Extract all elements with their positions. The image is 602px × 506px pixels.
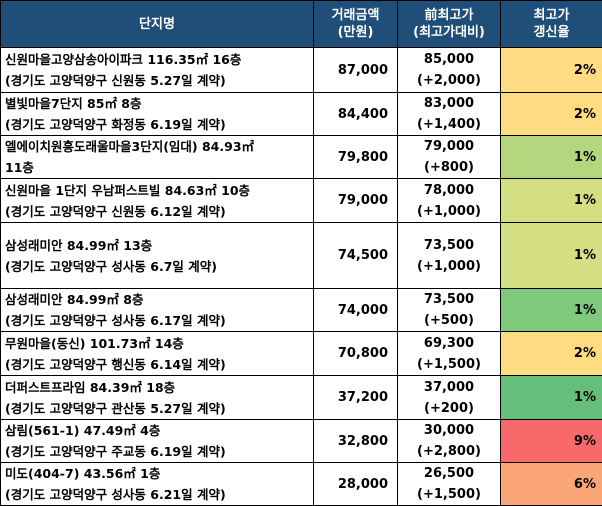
renewal-rate: 2% [501,48,602,93]
complex-name: 무원마을(동신) 101.73㎡ 14층 [5,333,313,354]
complex-name-cell: 삼성래미안 84.99㎡ 8층(경기도 고양덕양구 성사동 6.17일 계약) [1,289,314,332]
complex-location: (경기도 고양덕양구 성사동 6.21일 계약) [5,484,313,505]
renewal-rate: 6% [501,463,602,506]
trade-price: 28,000 [314,463,398,506]
complex-location: (경기도 고양덕양구 관산동 5.27일 계약) [5,398,313,419]
complex-name: 더퍼스트프라임 84.39㎡ 18층 [5,377,313,398]
price-difference: (+200) [398,398,500,419]
renewal-rate: 1% [501,136,602,179]
price-difference: (+1,500) [398,484,500,505]
renewal-rate: 1% [501,289,602,332]
complex-name: 미도(404-7) 43.56㎡ 1층 [5,463,313,484]
complex-name-cell: 삼림(561-1) 47.49㎡ 4층(경기도 고양덕양구 주교동 6.19일 … [1,420,314,463]
complex-name: 삼성래미안 84.99㎡ 8층 [5,289,313,310]
table-row: 별빛마을7단지 85㎡ 8층(경기도 고양덕양구 화정동 6.19일 계약)84… [1,93,602,136]
price-difference: (+1,500) [398,354,500,375]
previous-max-cell: 73,500(+500) [398,289,501,332]
complex-name: 삼림(561-1) 47.49㎡ 4층 [5,420,313,441]
complex-name-cell: 삼성래미안 84.99㎡ 13층(경기도 고양덕양구 성사동 6.7일 계약) [1,223,314,289]
price-difference: (+1,000) [398,201,500,222]
table-row: 더퍼스트프라임 84.39㎡ 18층(경기도 고양덕양구 관산동 5.27일 계… [1,376,602,420]
complex-location: (경기도 고양덕양구 신원동 5.27일 계약) [5,70,313,91]
complex-location: (경기도 고양덕양구 주교동 6.19일 계약) [5,441,313,462]
complex-name: 삼성래미안 84.99㎡ 13층 [5,235,313,256]
renewal-rate: 2% [501,332,602,376]
trade-price: 84,400 [314,93,398,136]
previous-max-price: 73,500 [398,289,500,310]
header-name: 단지명 [1,1,314,48]
previous-max-cell: 85,000(+2,000) [398,48,501,93]
complex-name: 신원마을고양삼송아이파크 116.35㎡ 16층 [5,49,313,70]
complex-name-cell: 별빛마을7단지 85㎡ 8층(경기도 고양덕양구 화정동 6.19일 계약) [1,93,314,136]
previous-max-price: 79,000 [398,136,500,157]
price-difference: (+2,000) [398,70,500,91]
previous-max-cell: 69,300(+1,500) [398,332,501,376]
price-difference: (+500) [398,310,500,331]
complex-location: (경기도 고양덕양구 행신동 6.14일 계약) [5,354,313,375]
trade-price: 87,000 [314,48,398,93]
complex-name-cell: 더퍼스트프라임 84.39㎡ 18층(경기도 고양덕양구 관산동 5.27일 계… [1,376,314,420]
complex-name-cell: 무원마을(동신) 101.73㎡ 14층(경기도 고양덕양구 행신동 6.14일… [1,332,314,376]
complex-name: 별빛마을7단지 85㎡ 8층 [5,93,313,114]
table-row: 무원마을(동신) 101.73㎡ 14층(경기도 고양덕양구 행신동 6.14일… [1,332,602,376]
complex-location: (경기도 고양덕양구 성사동 6.17일 계약) [5,310,313,331]
complex-name-cell: 신원마을 1단지 우남퍼스트빌 84.63㎡ 10층(경기도 고양덕양구 신원동… [1,179,314,223]
price-difference: (+1,400) [398,114,500,135]
table-row: 삼성래미안 84.99㎡ 8층(경기도 고양덕양구 성사동 6.17일 계약)7… [1,289,602,332]
complex-location: 11층 [5,157,313,178]
previous-max-cell: 78,000(+1,000) [398,179,501,223]
complex-location: (경기도 고양덕양구 신원동 6.12일 계약) [5,201,313,222]
previous-max-cell: 83,000(+1,400) [398,93,501,136]
previous-max-price: 26,500 [398,463,500,484]
previous-max-price: 78,000 [398,180,500,201]
previous-max-price: 37,000 [398,377,500,398]
trade-price: 74,500 [314,223,398,289]
previous-max-price: 69,300 [398,333,500,354]
price-difference: (+800) [398,157,500,178]
complex-name: 엘에이치원흥도래울마을3단지(임대) 84.93㎡ [5,136,313,157]
previous-max-cell: 26,500(+1,500) [398,463,501,506]
previous-max-price: 85,000 [398,49,500,70]
header-price: 거래금액(만원) [314,1,398,48]
table-row: 신원마을고양삼송아이파크 116.35㎡ 16층(경기도 고양덕양구 신원동 5… [1,48,602,93]
complex-location: (경기도 고양덕양구 화정동 6.19일 계약) [5,114,313,135]
table-row: 미도(404-7) 43.56㎡ 1층(경기도 고양덕양구 성사동 6.21일 … [1,463,602,506]
previous-max-price: 30,000 [398,420,500,441]
renewal-rate: 1% [501,179,602,223]
trade-price: 79,800 [314,136,398,179]
complex-name-cell: 신원마을고양삼송아이파크 116.35㎡ 16층(경기도 고양덕양구 신원동 5… [1,48,314,93]
price-difference: (+1,000) [398,256,500,277]
renewal-rate: 2% [501,93,602,136]
renewal-rate: 1% [501,223,602,289]
complex-name: 신원마을 1단지 우남퍼스트빌 84.63㎡ 10층 [5,180,313,201]
table-row: 신원마을 1단지 우남퍼스트빌 84.63㎡ 10층(경기도 고양덕양구 신원동… [1,179,602,223]
renewal-rate: 1% [501,376,602,420]
previous-max-cell: 30,000(+2,800) [398,420,501,463]
trade-price: 79,000 [314,179,398,223]
trade-price: 37,200 [314,376,398,420]
previous-max-cell: 37,000(+200) [398,376,501,420]
table-row: 삼성래미안 84.99㎡ 13층(경기도 고양덕양구 성사동 6.7일 계약)7… [1,223,602,289]
renewal-rate: 9% [501,420,602,463]
trade-price: 32,800 [314,420,398,463]
table-row: 삼림(561-1) 47.49㎡ 4층(경기도 고양덕양구 주교동 6.19일 … [1,420,602,463]
complex-location: (경기도 고양덕양구 성사동 6.7일 계약) [5,256,313,277]
price-difference: (+2,800) [398,441,500,462]
previous-max-cell: 73,500(+1,000) [398,223,501,289]
trade-price: 74,000 [314,289,398,332]
previous-max-price: 73,500 [398,235,500,256]
previous-max-price: 83,000 [398,93,500,114]
complex-name-cell: 미도(404-7) 43.56㎡ 1층(경기도 고양덕양구 성사동 6.21일 … [1,463,314,506]
header-max-price: 前최고가(최고가대비) [398,1,501,48]
previous-max-cell: 79,000(+800) [398,136,501,179]
trade-price: 70,800 [314,332,398,376]
